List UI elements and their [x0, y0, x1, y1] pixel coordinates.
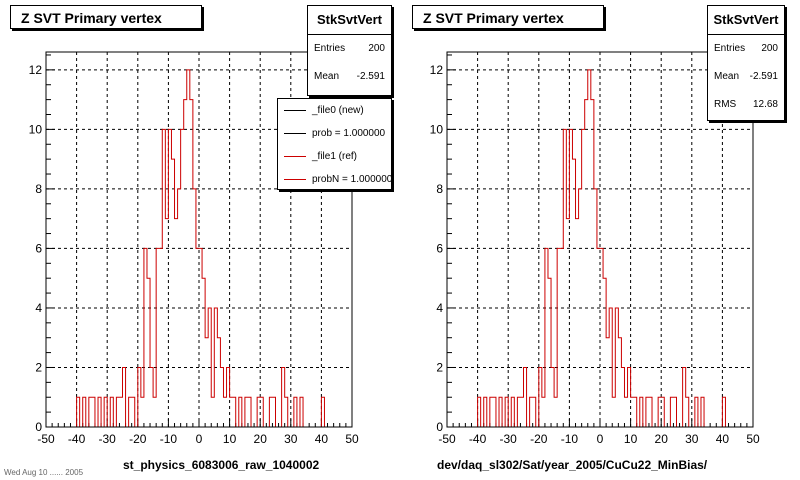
right-stats-rms-value: 12.68 [752, 99, 778, 110]
left-x-tick-label: 40 [315, 432, 329, 446]
legend-label: _file0 (new) [312, 105, 364, 116]
right-y-tick-label: 6 [436, 241, 443, 255]
left-x-tick-label: -10 [160, 432, 178, 446]
legend-label: probN = 1.000000 [312, 174, 392, 185]
right-y-tick-label: 4 [436, 301, 443, 315]
legend-entry-probn: probN = 1.000000 [278, 168, 392, 189]
left-y-tick-label: 10 [29, 122, 43, 136]
left-x-tick-label: 30 [284, 432, 298, 446]
right-y-tick-label: 2 [436, 360, 443, 374]
left-y-tick-label: 8 [35, 182, 42, 196]
left-stats-box: StkSvtVert Entries 200 Mean -2.591 [307, 5, 392, 96]
left-x-tick-label: 50 [345, 432, 359, 446]
left-stats-mean-label: Mean [314, 71, 340, 82]
right-x-tick-label: -30 [500, 432, 518, 446]
right-stats-entries-row: Entries 200 [708, 35, 784, 63]
legend-line-swatch [284, 133, 306, 134]
right-stats-rms-label: RMS [714, 99, 737, 110]
left-x-tick-label: 0 [196, 432, 203, 446]
right-y-tick-label: 12 [430, 63, 444, 77]
legend-line-swatch [284, 156, 306, 157]
left-y-tick-label: 4 [35, 301, 42, 315]
right-plot-frame [446, 51, 754, 428]
right-x-tick-label: 50 [746, 432, 760, 446]
right-x-tick-label: 20 [655, 432, 669, 446]
right-x-tick-label: 30 [685, 432, 699, 446]
right-stats-mean-label: Mean [714, 71, 740, 82]
right-x-tick-label: -50 [438, 432, 456, 446]
left-stats-mean-value: -2.591 [356, 71, 385, 82]
left-stats-entries-value: 200 [368, 43, 385, 54]
legend-entry-prob: prob = 1.000000 [278, 122, 391, 145]
left-stats-entries-row: Entries 200 [308, 35, 391, 63]
left-x-tick-label: 10 [223, 432, 237, 446]
left-legend: _file0 (new) prob = 1.000000 _file1 (ref… [277, 98, 392, 190]
right-stats-entries-label: Entries [714, 43, 746, 54]
left-x-tick-label: -20 [129, 432, 147, 446]
right-stats-box: StkSvtVert Entries 200 Mean -2.591 RMS 1… [707, 5, 785, 121]
right-y-tick-label: 8 [436, 182, 443, 196]
right-x-tick-label: -40 [469, 432, 487, 446]
left-chart-title: Z SVT Primary vertex [10, 5, 202, 29]
left-y-tick-label: 6 [35, 241, 42, 255]
left-x-tick-label: -30 [99, 432, 117, 446]
legend-line-swatch [284, 179, 306, 180]
legend-label: prob = 1.000000 [312, 128, 386, 139]
right-stats-name: StkSvtVert [708, 6, 784, 35]
left-y-tick-label: 2 [35, 360, 42, 374]
left-x-tick-label: -40 [68, 432, 86, 446]
left-y-tick-label: 12 [29, 63, 43, 77]
left-stats-entries-label: Entries [314, 43, 346, 54]
right-x-tick-label: 0 [597, 432, 604, 446]
right-x-tick-label: 10 [624, 432, 638, 446]
left-x-tick-label: 20 [254, 432, 268, 446]
legend-label: _file1 (ref) [312, 151, 358, 162]
right-x-tick-label: -20 [530, 432, 548, 446]
right-y-tick-label: 10 [430, 122, 444, 136]
right-stats-entries-value: 200 [761, 43, 778, 54]
left-x-tick-label: -50 [37, 432, 55, 446]
right-x-tick-label: -10 [561, 432, 579, 446]
left-x-axis-label: st_physics_6083006_raw_1040002 [123, 458, 320, 472]
right-x-axis-label: dev/daq_sl302/Sat/year_2005/CuCu22_MinBi… [437, 458, 708, 472]
timestamp-footer: Wed Aug 10 ...... 2005 [4, 468, 84, 477]
left-stats-mean-row: Mean -2.591 [308, 63, 391, 91]
left-stats-name: StkSvtVert [308, 6, 391, 35]
left-plot-frame [45, 51, 353, 428]
right-stats-rms-row: RMS 12.68 [708, 91, 784, 119]
right-y-tick-label: 0 [436, 420, 443, 434]
right-stats-mean-row: Mean -2.591 [708, 63, 784, 91]
legend-entry-file1: _file1 (ref) [278, 145, 391, 168]
right-stats-mean-value: -2.591 [749, 71, 778, 82]
legend-entry-file0: _file0 (new) [278, 99, 391, 122]
left-y-tick-label: 0 [35, 420, 42, 434]
right-chart-title: Z SVT Primary vertex [412, 5, 604, 29]
right-x-tick-label: 40 [716, 432, 730, 446]
legend-line-swatch [284, 110, 306, 111]
